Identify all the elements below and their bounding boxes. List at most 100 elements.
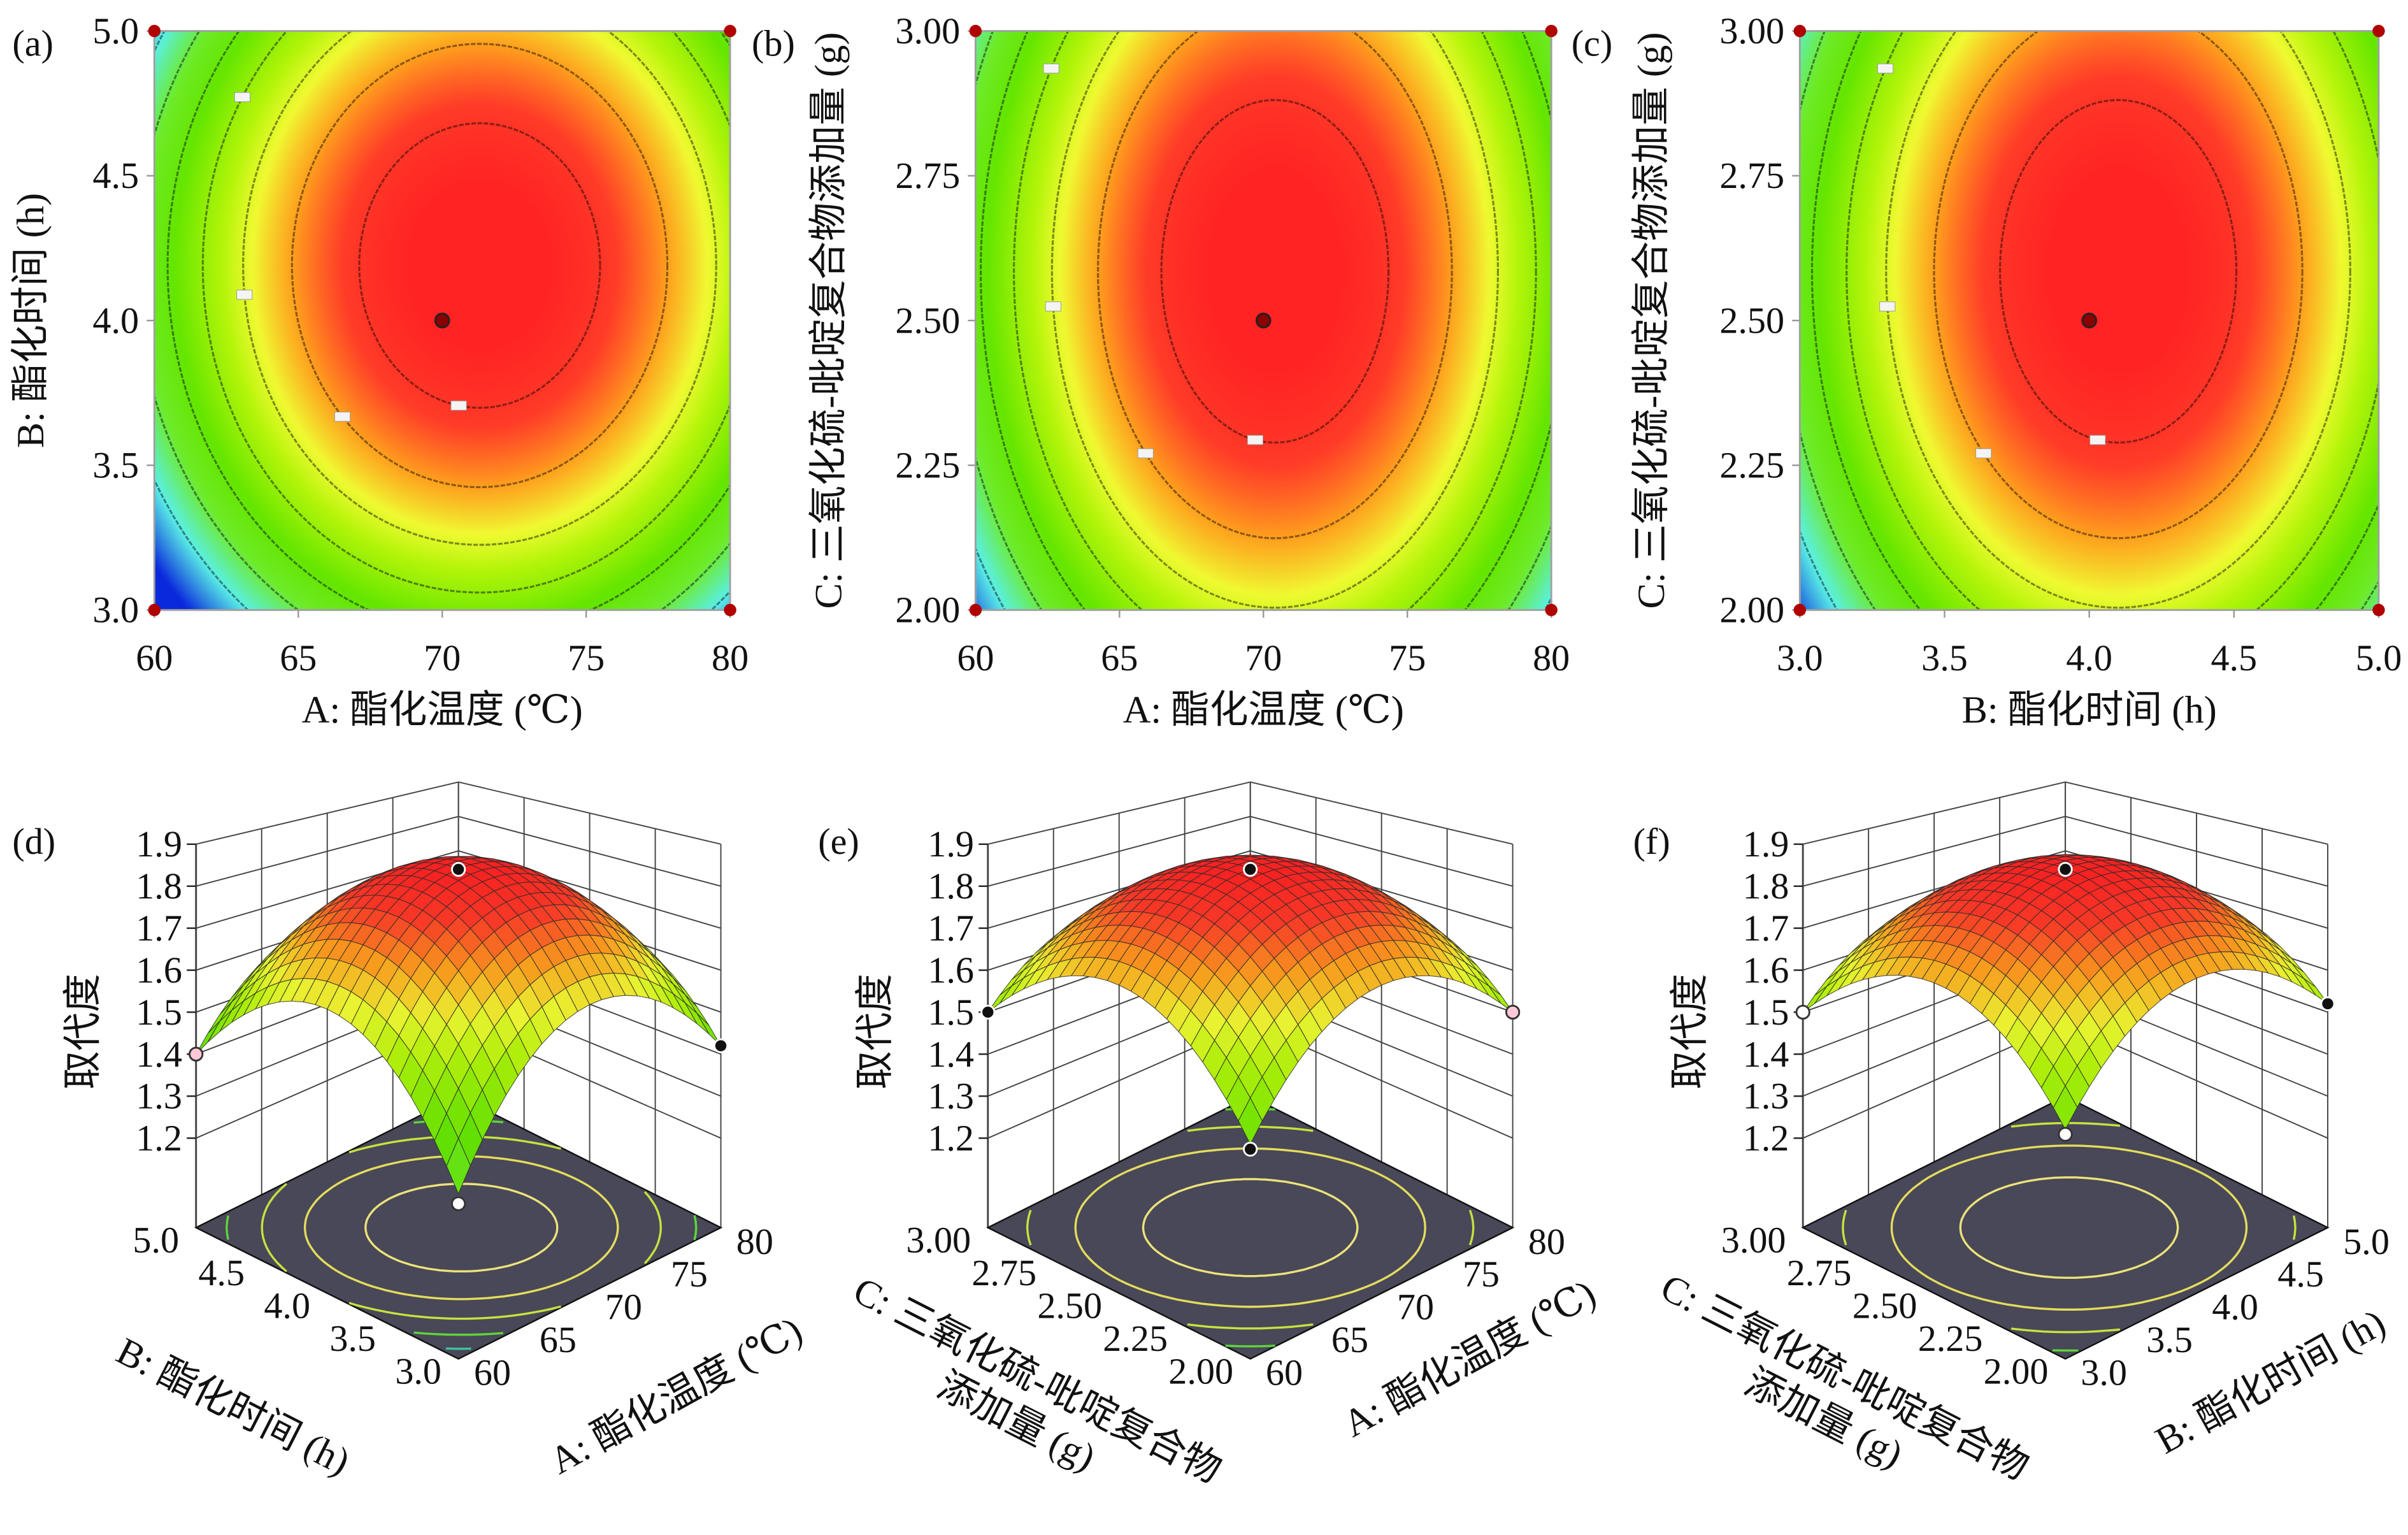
right-axis-tick-label: 5.0 [2343,1221,2390,1262]
z-tick-label: 1.3 [136,1076,182,1117]
contour-value-label [236,289,253,300]
z-tick-label: 1.6 [928,949,974,991]
contour-value-label [1043,63,1059,74]
contour-line [1845,31,2379,610]
panel-label: (e) [818,821,859,862]
y-tick-label: 5.0 [92,10,139,52]
design-point-left [189,1046,204,1062]
contour-line [1811,31,2379,610]
x-tick-label: 3.0 [1777,637,1823,679]
left-axis-tick-label: 3.00 [906,1219,971,1260]
z-tick-label: 1.2 [136,1118,182,1159]
contour-value-label [1877,63,1894,74]
right-axis-tick-label: 70 [1397,1286,1434,1328]
right-axis-tick-label: 60 [1266,1352,1303,1394]
z-tick-label: 1.2 [928,1118,974,1159]
design-point-center [1243,861,1258,877]
y-tick-label: 2.50 [895,299,960,341]
right-axis-title: A: 酯化温度 (℃) [1337,1272,1603,1445]
y-tick-label: 3.00 [1719,10,1784,52]
y-tick-label: 2.25 [1719,445,1784,486]
contour-line [1885,31,2351,609]
grid-line [1802,781,2066,845]
design-point [1545,25,1558,38]
floor-contour [1890,1144,2248,1311]
left-axis-tick-label: 2.50 [1853,1285,1917,1326]
y-tick-label: 4.5 [92,155,139,196]
contour-panel-b: 60 65 70 75 80 2.00 2.25 2.50 2.75 3.00 A: 酯化温度 (℃… [752,10,1570,731]
floor-contour [364,1183,559,1272]
design-point-left [1795,1004,1810,1020]
z-tick-label: 1.7 [136,907,182,949]
grid-line [458,816,721,887]
z-tick-label: 1.6 [136,949,182,991]
y-tick-label: 2.75 [895,155,960,196]
right-axis-tick-label: 80 [1528,1221,1565,1262]
right-axis-tick-label: 65 [1331,1319,1368,1360]
left-axis-tick-label: 2.00 [1984,1350,2049,1392]
floor-contour [1074,1147,1426,1308]
design-point-right [1505,1004,1521,1020]
z-tick-label: 1.3 [928,1076,974,1117]
design-point-right [713,1038,729,1053]
right-axis-tick-label: 70 [605,1286,642,1328]
contour-line [290,43,669,489]
panel-label: (c) [1572,22,1613,64]
design-point-center [2058,861,2073,877]
left-axis-tick-label: 2.75 [1787,1252,1852,1294]
left-axis-tick-label: 2.75 [971,1252,1036,1294]
y-axis-title: C: 三氧化硫-吡啶复合物添加量 (g) [1630,32,1673,609]
x-tick-label: 65 [1101,637,1138,679]
design-point [724,603,736,617]
contour-value-label [1975,448,1992,459]
grid-line [458,781,721,845]
x-tick-label: 60 [957,637,994,679]
x-axis-title: A: 酯化温度 (℃) [1123,689,1404,731]
floor-contour [1959,1176,2179,1279]
grid-line [1802,816,2066,887]
contour-line [1097,31,1453,540]
contour-panel-c: 3.0 3.5 4.0 4.5 5.0 2.00 2.25 2.50 2.75 3.00 B: 酯化… [1572,10,2402,731]
left-axis-tick-label: 2.50 [1037,1285,1102,1326]
left-axis-tick-label: 3.0 [395,1350,441,1392]
z-tick-label: 1.8 [928,865,974,907]
design-point [2372,603,2385,617]
left-axis-tick-label: 2.00 [1168,1350,1233,1392]
right-axis-tick-label: 60 [474,1352,511,1394]
grid-line [1250,781,1513,845]
grid-line [2065,816,2328,887]
response-surface [987,854,1514,1145]
x-axis-title: A: 酯化温度 (℃) [302,689,583,731]
right-axis-tick-label: 3.5 [2146,1319,2193,1360]
design-point [969,603,982,617]
floor-contour [303,1155,619,1301]
z-axis-title: 取代度 [1669,974,1712,1090]
right-axis-tick-label: 3.0 [2081,1352,2127,1394]
grid-line [2065,781,2328,845]
left-axis-title-line: B: 酯化时间 (h) [110,1330,356,1483]
right-axis-title-line: A: 酯化温度 (℃) [543,1309,809,1482]
surface-patch [2053,1085,2078,1130]
left-axis-tick-label: 3.5 [329,1318,376,1359]
z-tick-label: 1.9 [928,823,974,865]
contour-value-label [234,92,251,103]
left-axis-tick-label: 5.0 [133,1219,179,1260]
grid-line [196,816,459,887]
right-axis-tick-label: 4.5 [2277,1253,2324,1295]
x-tick-label: 5.0 [2356,637,2402,679]
z-tick-label: 1.5 [1743,991,1789,1033]
x-tick-label: 70 [1245,637,1282,679]
z-axis-title: 取代度 [62,974,104,1090]
floor-contour [1142,1178,1359,1278]
z-tick-label: 1.9 [136,823,182,865]
panel-label: (f) [1633,821,1670,862]
z-tick-label: 1.7 [928,907,974,949]
surface-panel-f: 1.21.31.41.51.61.71.81.9 2.002.252.502.75… [1633,781,2393,1488]
x-axis-title: B: 酯化时间 (h) [1961,689,2216,731]
design-point [1793,25,1806,38]
right-axis-tick-label: 4.0 [2212,1286,2258,1328]
design-point-front [2058,1127,2073,1142]
left-axis-tick-label: 2.25 [1918,1318,1983,1359]
design-point-front [451,1196,466,1211]
z-axis-title: 取代度 [854,974,896,1090]
